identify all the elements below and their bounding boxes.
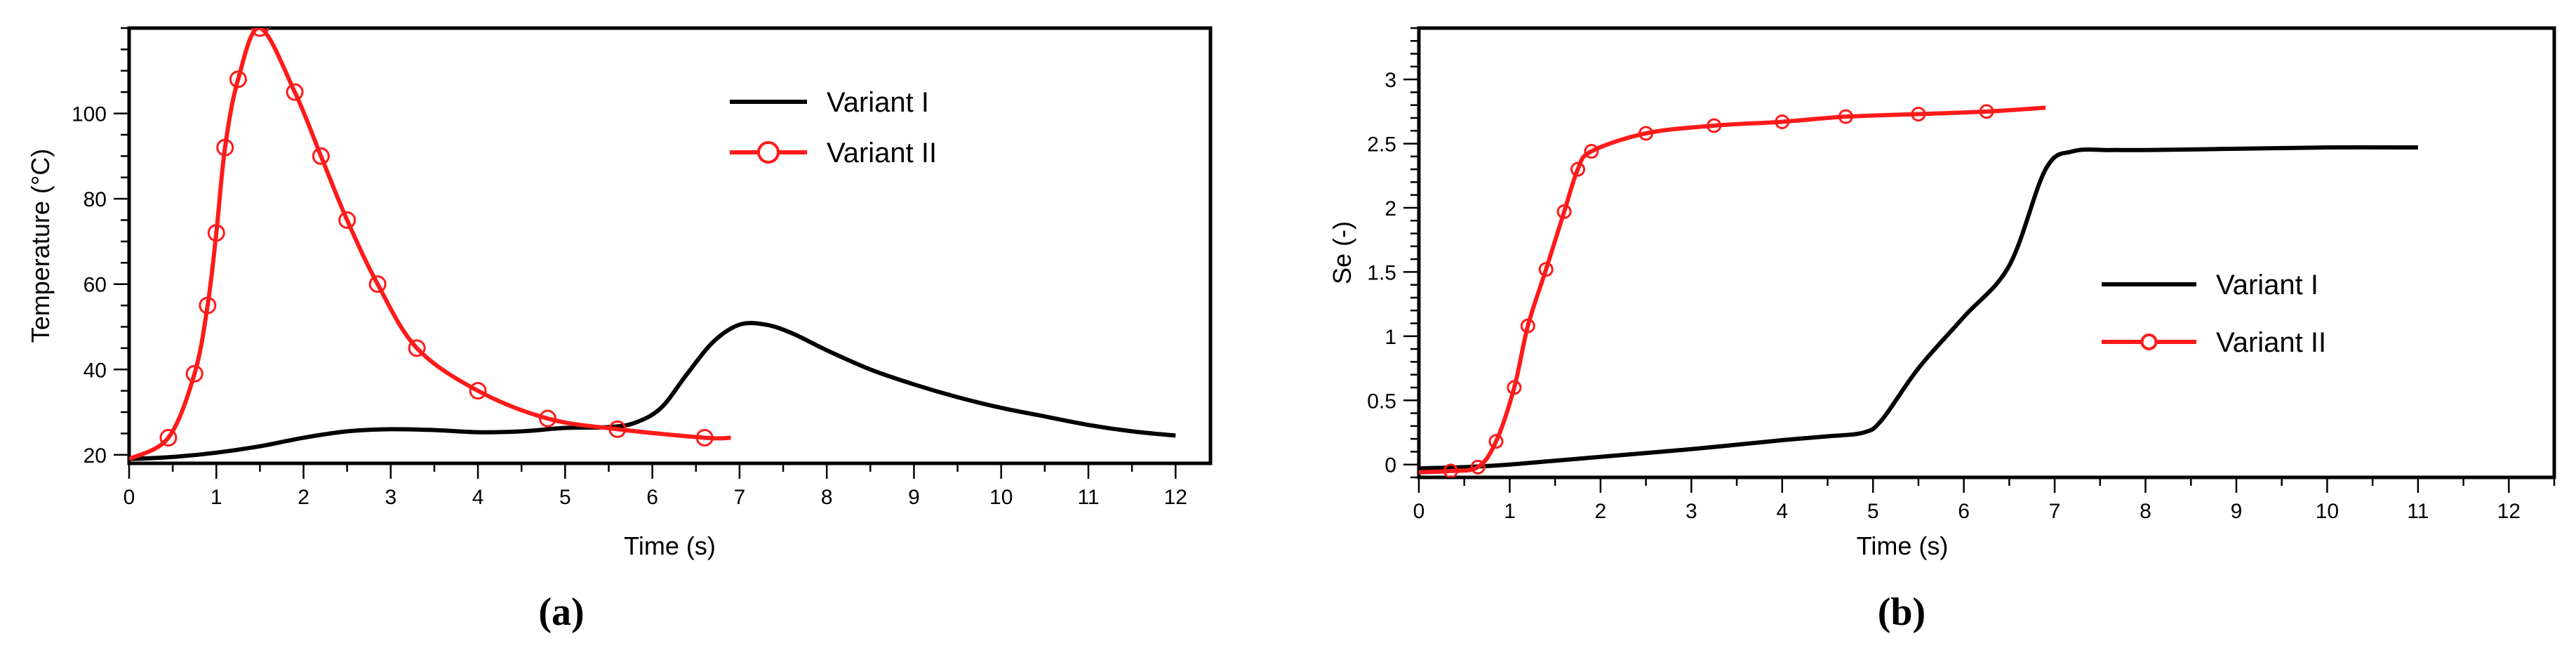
x-tick-label: 8 — [821, 486, 833, 509]
legend: Variant I Variant II — [730, 87, 937, 168]
data-point — [159, 429, 178, 447]
y-tick-label: 40 — [84, 359, 107, 382]
series-line-variant-ii — [129, 28, 731, 461]
x-tick-label: 12 — [2497, 500, 2521, 523]
data-point — [1470, 459, 1486, 475]
x-tick-label: 10 — [989, 486, 1013, 509]
data-point — [469, 382, 487, 400]
data-point — [408, 339, 426, 357]
x-tick-label: 5 — [1867, 500, 1879, 523]
data-point — [251, 28, 269, 37]
data-point — [286, 83, 304, 101]
series-variant-i — [1419, 145, 2418, 471]
data-point — [1488, 434, 1504, 449]
series-variant-i — [129, 321, 1176, 461]
x-tick-label: 3 — [385, 486, 396, 509]
series-variant-ii — [1419, 104, 2046, 477]
data-point — [1775, 114, 1790, 129]
data-point — [539, 409, 557, 428]
x-tick-label: 6 — [646, 486, 658, 509]
series-line-variant-i — [1419, 145, 2418, 471]
x-tick-label: 6 — [1958, 500, 1970, 523]
legend: Variant I Variant II — [2102, 270, 2326, 358]
data-point — [199, 296, 217, 315]
data-point — [229, 70, 247, 88]
legend-marker-variant-ii — [2140, 333, 2158, 350]
x-tick-label: 5 — [559, 486, 571, 509]
x-tick-label: 10 — [2316, 500, 2339, 523]
x-tick-label: 8 — [2140, 500, 2151, 523]
x-tick-label: 3 — [1686, 500, 1697, 523]
x-tick-label: 2 — [1595, 500, 1607, 523]
series-variant-ii — [129, 28, 731, 461]
data-point — [1443, 463, 1458, 477]
legend-label-variant-i: Variant I — [2216, 270, 2318, 300]
x-tick-label: 1 — [1504, 500, 1516, 523]
legend-label-variant-ii: Variant II — [2216, 327, 2326, 358]
x-tick-label: 11 — [2407, 500, 2429, 523]
y-axis-label: Se (-) — [1328, 221, 1356, 284]
legend-label-variant-i: Variant I — [827, 87, 929, 118]
x-tick-label: 9 — [908, 486, 920, 509]
y-tick-label: 2.5 — [1367, 133, 1396, 157]
series-line-variant-ii — [1419, 105, 2046, 475]
x-tick-label: 2 — [298, 486, 309, 509]
data-point — [1520, 318, 1535, 333]
x-tick-label: 7 — [734, 486, 746, 509]
x-tick-label: 9 — [2231, 500, 2243, 523]
panel-label: (b) — [1878, 590, 1926, 634]
x-tick-label: 12 — [1164, 486, 1187, 509]
data-point — [1639, 126, 1654, 141]
y-tick-label: 0.5 — [1367, 390, 1396, 413]
y-tick-label: 0 — [1384, 454, 1396, 477]
legend-label-variant-ii: Variant II — [827, 138, 937, 168]
x-tick-label: 7 — [2049, 500, 2061, 523]
data-point — [1911, 107, 1926, 122]
y-tick-label: 100 — [72, 103, 107, 126]
data-point — [338, 211, 356, 230]
plot-frame — [127, 26, 1213, 465]
x-tick-label: 11 — [1077, 486, 1099, 509]
y-tick-label: 1.5 — [1367, 261, 1396, 284]
y-tick-label: 20 — [84, 444, 107, 468]
x-axis-label: Time (s) — [624, 531, 716, 560]
data-point — [1979, 104, 1994, 119]
x-tick-label: 0 — [1413, 500, 1425, 523]
data-point — [216, 138, 234, 157]
x-tick-label: 4 — [1776, 500, 1788, 523]
y-tick-label: 1 — [1384, 326, 1396, 349]
x-tick-label: 4 — [472, 486, 484, 509]
data-point — [207, 224, 225, 242]
x-tick-label: 0 — [124, 486, 135, 509]
data-point — [185, 364, 203, 383]
data-point — [1838, 109, 1853, 124]
panel-label: (a) — [538, 590, 584, 634]
series-line-variant-i — [129, 321, 1176, 461]
y-axis-label: Temperature (°C) — [26, 149, 55, 343]
data-point — [1556, 204, 1572, 219]
data-point — [312, 147, 330, 165]
data-point — [1584, 144, 1599, 159]
data-point — [695, 429, 714, 447]
data-point — [1570, 161, 1586, 177]
y-tick-label: 3 — [1384, 69, 1396, 92]
data-point — [1707, 118, 1722, 133]
y-tick-label: 60 — [84, 274, 107, 297]
data-point — [1538, 262, 1554, 277]
data-point — [608, 420, 627, 438]
plot-frame — [1417, 26, 2556, 479]
data-point — [368, 275, 387, 293]
legend-marker-variant-ii — [757, 141, 780, 164]
data-point — [1507, 380, 1522, 395]
x-axis-label: Time (s) — [1857, 531, 1949, 560]
y-tick-label: 2 — [1384, 197, 1396, 220]
x-tick-label: 1 — [211, 486, 222, 509]
y-tick-label: 80 — [84, 188, 107, 211]
